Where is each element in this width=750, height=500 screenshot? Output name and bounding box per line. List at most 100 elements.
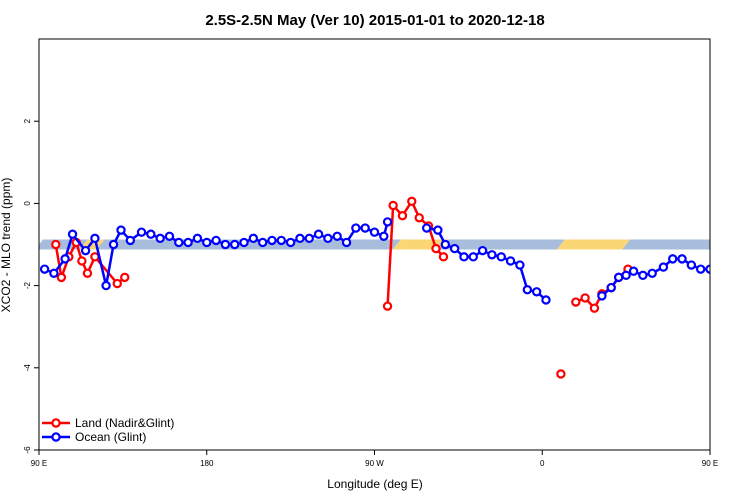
chart-title: 2.5S-2.5N May (Ver 10) 2015-01-01 to 202…	[205, 12, 544, 29]
ocean-point	[239, 237, 249, 248]
legend: Land (Nadir&Glint)Ocean (Glint)	[42, 416, 174, 444]
land-point	[388, 200, 398, 211]
x-tick-label: 90 E	[31, 459, 47, 468]
ocean-point	[487, 250, 497, 260]
ocean-point	[49, 268, 59, 278]
ocean-point	[125, 235, 136, 246]
ocean-point	[285, 237, 296, 248]
ocean-point	[276, 235, 287, 246]
ocean-point	[116, 225, 126, 235]
y-axis-ticks: -6 -4 -2 0 2	[23, 118, 39, 454]
ocean-point	[433, 225, 443, 235]
ocean-point	[341, 237, 352, 248]
ocean-point	[658, 262, 669, 272]
ocean-point	[716, 270, 723, 277]
ocean-point	[440, 239, 451, 250]
y-tick-label: -2	[23, 281, 32, 289]
ocean-point	[369, 227, 380, 237]
ocean-point	[686, 260, 697, 270]
legend-marker	[51, 432, 61, 442]
ocean-point	[67, 229, 78, 239]
ocean-point	[267, 235, 277, 246]
land-point	[727, 274, 734, 281]
band-segment	[622, 239, 710, 250]
ocean-point	[496, 252, 506, 262]
ocean-point	[60, 254, 70, 264]
land-point	[112, 278, 122, 289]
ocean-point	[382, 217, 393, 227]
x-tick-label: 90 E	[702, 459, 718, 468]
ocean-point	[379, 231, 389, 241]
ocean-point	[202, 237, 212, 248]
y-tick-label: -6	[23, 446, 32, 454]
ocean-point	[174, 237, 184, 248]
ocean-point	[108, 239, 119, 250]
ocean-point	[421, 223, 432, 233]
ocean-point	[613, 272, 624, 283]
ocean-point	[531, 287, 542, 297]
ocean-point	[621, 270, 631, 281]
x-tick-label: 180	[200, 459, 214, 468]
ocean-point	[295, 233, 305, 244]
land-point	[51, 239, 61, 250]
ocean-point	[211, 235, 221, 246]
x-tick-label: 90 W	[365, 459, 384, 468]
reference-band	[39, 239, 750, 250]
land-point	[382, 301, 393, 311]
ocean-point	[647, 268, 657, 278]
land-point	[397, 211, 408, 221]
ocean-point	[522, 285, 533, 295]
land-point	[742, 239, 749, 246]
legend-marker	[51, 418, 61, 428]
ocean-point	[313, 229, 324, 239]
ocean-point	[248, 233, 259, 244]
ocean-point	[459, 252, 469, 262]
land-point	[589, 303, 600, 313]
land-point	[407, 196, 417, 207]
series-line	[723, 242, 750, 283]
land-point	[580, 293, 590, 303]
ocean-point	[39, 264, 50, 274]
ocean-point	[468, 252, 478, 262]
ocean-point	[101, 280, 111, 291]
band-segment	[556, 239, 631, 250]
land-point	[56, 272, 67, 283]
band-segment	[743, 240, 750, 250]
ocean-point	[257, 237, 268, 248]
ocean-point	[90, 233, 100, 244]
ocean-point	[146, 229, 156, 239]
y-tick-label: -4	[23, 364, 32, 372]
land-point	[82, 268, 93, 278]
ocean-point	[541, 295, 551, 305]
y-tick-label: 0	[23, 201, 32, 206]
data-series	[39, 196, 750, 379]
ocean-point	[515, 260, 525, 270]
ocean-point	[677, 254, 687, 264]
ocean-point	[705, 264, 710, 274]
land-point	[120, 272, 130, 283]
ocean-point	[183, 237, 193, 248]
land-point	[571, 297, 581, 307]
x-tick-label: 0	[540, 459, 545, 468]
ocean-point	[360, 223, 370, 233]
ocean-point	[505, 256, 516, 266]
land-point	[719, 241, 726, 248]
ocean-point	[638, 270, 648, 281]
y-axis-label: XCO2 - MLO trend (ppm)	[0, 178, 13, 313]
ocean-point	[136, 227, 147, 237]
legend-label: Land (Nadir&Glint)	[75, 416, 174, 430]
ocean-point	[192, 233, 203, 244]
x-axis-label: Longitude (deg E)	[327, 477, 422, 491]
ocean-point	[80, 245, 91, 256]
band-segment	[439, 239, 565, 250]
land-point	[414, 213, 424, 223]
ocean-point	[725, 255, 732, 262]
ocean-point	[668, 254, 678, 264]
x-axis-ticks: 90 E 180 90 W 0 90 E	[31, 450, 718, 468]
ocean-point	[606, 282, 616, 293]
ocean-point	[323, 233, 333, 244]
ocean-point	[164, 231, 175, 241]
land-point	[77, 256, 87, 266]
land-point	[736, 245, 743, 252]
